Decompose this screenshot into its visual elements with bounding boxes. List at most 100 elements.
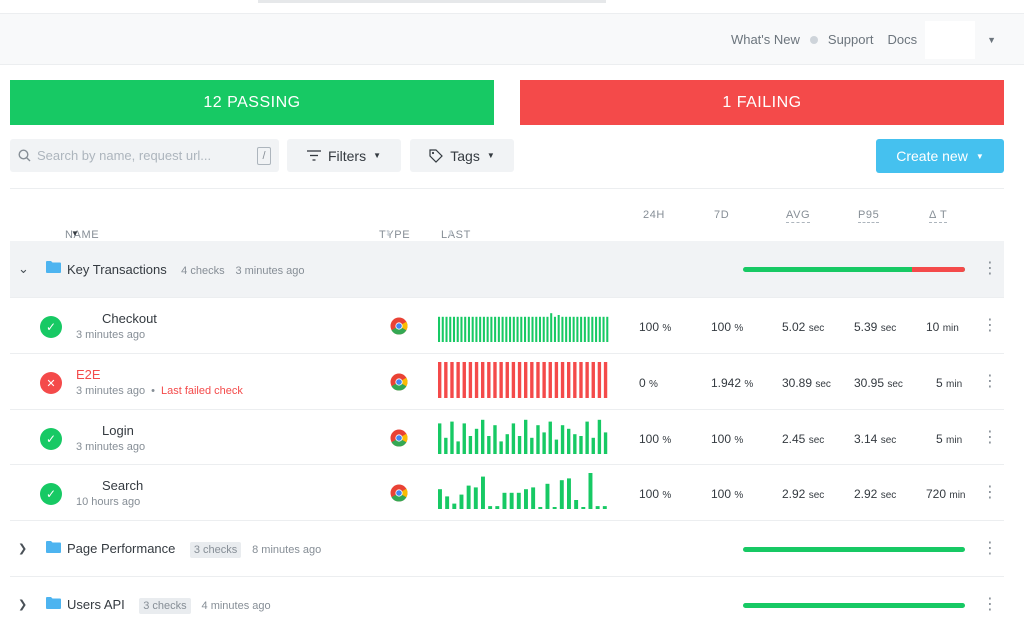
result-bar[interactable]: [553, 316, 556, 342]
col-avg-header[interactable]: AVG: [786, 209, 811, 223]
result-bar[interactable]: [567, 362, 571, 398]
result-bar[interactable]: [524, 489, 528, 509]
result-bar[interactable]: [560, 425, 565, 454]
sort-icon[interactable]: ⬍: [447, 229, 455, 238]
result-bar[interactable]: [542, 316, 545, 342]
result-bar[interactable]: [511, 423, 516, 454]
result-bar[interactable]: [499, 362, 503, 398]
result-bar[interactable]: [450, 362, 454, 398]
chevron-right-icon[interactable]: ❯: [18, 599, 28, 611]
result-bar[interactable]: [568, 316, 571, 342]
more-options-icon[interactable]: ⋮: [982, 429, 998, 446]
result-bar[interactable]: [468, 362, 473, 398]
filters-button[interactable]: Filters ▼: [287, 139, 401, 172]
result-bar[interactable]: [487, 362, 491, 398]
result-bar[interactable]: [499, 441, 503, 454]
result-bar[interactable]: [574, 500, 579, 509]
more-options-icon[interactable]: ⋮: [982, 484, 998, 501]
result-bar[interactable]: [536, 425, 540, 454]
result-bar[interactable]: [438, 316, 441, 342]
result-bar[interactable]: [603, 432, 608, 454]
result-bar[interactable]: [487, 436, 491, 454]
sort-desc-icon[interactable]: ▼: [71, 229, 80, 238]
result-bar[interactable]: [482, 316, 485, 342]
result-bar[interactable]: [603, 362, 608, 398]
result-bar[interactable]: [602, 316, 605, 342]
result-bar[interactable]: [559, 480, 564, 509]
result-bar[interactable]: [598, 316, 601, 342]
result-bar[interactable]: [462, 423, 466, 454]
result-bar[interactable]: [473, 487, 478, 509]
result-bar[interactable]: [591, 437, 595, 454]
result-bar[interactable]: [449, 316, 452, 342]
result-bar[interactable]: [456, 316, 459, 342]
support-link[interactable]: Support: [827, 32, 874, 47]
more-options-icon[interactable]: ⋮: [982, 317, 998, 334]
result-bar[interactable]: [505, 316, 508, 342]
last-failed-check-link[interactable]: Last failed check: [160, 385, 243, 397]
result-bar[interactable]: [524, 419, 528, 454]
result-bar[interactable]: [505, 434, 509, 454]
whats-new-link[interactable]: What's New: [730, 32, 800, 47]
result-bar[interactable]: [561, 316, 564, 342]
failing-summary-bar[interactable]: 1 FAILING: [520, 80, 1004, 125]
more-options-icon[interactable]: ⋮: [982, 539, 998, 557]
group-row-key-transactions[interactable]: ⌄ Key Transactions 4 checks 3 minutes ag…: [10, 241, 1004, 297]
result-bar[interactable]: [450, 421, 454, 454]
result-bar[interactable]: [581, 507, 586, 509]
result-bar[interactable]: [509, 316, 512, 342]
result-bar[interactable]: [585, 421, 589, 454]
result-bar[interactable]: [579, 362, 583, 398]
result-bar[interactable]: [538, 316, 542, 342]
check-name[interactable]: Checkout: [102, 311, 157, 326]
search-input[interactable]: [37, 148, 247, 163]
result-bar[interactable]: [542, 432, 546, 454]
result-bar[interactable]: [517, 436, 522, 454]
result-bar[interactable]: [567, 478, 571, 509]
result-bar[interactable]: [606, 316, 609, 342]
check-name[interactable]: E2E: [76, 367, 101, 382]
result-bar[interactable]: [567, 428, 571, 454]
result-bar[interactable]: [488, 506, 493, 509]
chevron-right-icon[interactable]: ❯: [18, 543, 28, 555]
result-bar[interactable]: [505, 362, 509, 398]
result-bar[interactable]: [452, 316, 456, 342]
result-bar[interactable]: [524, 362, 528, 398]
result-bar[interactable]: [572, 316, 575, 342]
result-bar[interactable]: [456, 441, 460, 454]
result-bar[interactable]: [452, 503, 457, 509]
result-bar[interactable]: [548, 362, 552, 398]
result-bar[interactable]: [538, 507, 543, 509]
docs-link[interactable]: Docs: [887, 32, 918, 47]
tags-button[interactable]: Tags ▼: [410, 139, 514, 172]
result-bar[interactable]: [464, 316, 467, 342]
result-bar[interactable]: [462, 362, 466, 398]
result-bar[interactable]: [511, 362, 516, 398]
result-bar[interactable]: [573, 434, 577, 454]
result-bar[interactable]: [459, 494, 464, 509]
result-bar[interactable]: [438, 362, 442, 398]
result-bar[interactable]: [493, 425, 497, 454]
result-bar[interactable]: [497, 316, 500, 342]
more-options-icon[interactable]: ⋮: [982, 595, 998, 613]
result-bar[interactable]: [479, 316, 482, 342]
result-bar[interactable]: [580, 316, 583, 342]
more-options-icon[interactable]: ⋮: [982, 260, 998, 277]
result-bar[interactable]: [517, 362, 522, 398]
result-bar[interactable]: [481, 362, 485, 398]
result-bar[interactable]: [445, 316, 448, 342]
result-bar[interactable]: [490, 316, 493, 342]
group-row-users-api[interactable]: ❯ Users API 3 checks 4 minutes ago ⋮: [10, 576, 1004, 620]
result-bar[interactable]: [495, 506, 500, 509]
result-bar[interactable]: [531, 487, 536, 509]
result-bar[interactable]: [527, 316, 530, 342]
sort-icon[interactable]: ⬍: [385, 229, 393, 238]
result-bar[interactable]: [474, 428, 479, 454]
result-bar[interactable]: [554, 362, 559, 398]
group-row-page-performance[interactable]: ❯ Page Performance 3 checks 8 minutes ag…: [10, 520, 1004, 576]
check-row-checkout[interactable]: ✓ Checkout 3 minutes ago 100 % 100 % 5.0…: [10, 297, 1004, 353]
check-row-search[interactable]: ✓ Search 10 hours ago 100 % 100 % 2.92 s…: [10, 464, 1004, 520]
check-name[interactable]: Search: [102, 478, 144, 493]
result-bar[interactable]: [591, 316, 594, 342]
result-bar[interactable]: [595, 316, 598, 342]
